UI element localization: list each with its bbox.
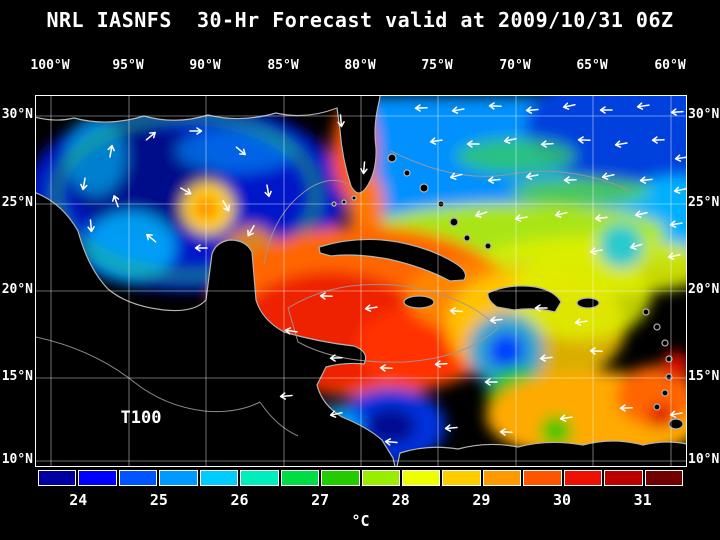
- antilles-island: [653, 403, 661, 411]
- lat-tick: 20°N: [688, 282, 720, 297]
- lat-tick: 25°N: [688, 195, 720, 210]
- land-mask: [36, 96, 686, 466]
- florida-keys: [341, 199, 347, 205]
- colorbar-tick: 28: [391, 491, 410, 509]
- colorbar-tick: 26: [230, 491, 249, 509]
- colorbar-tick: 27: [311, 491, 330, 509]
- antilles-island: [665, 355, 673, 363]
- field-label: T100: [121, 408, 162, 428]
- lat-tick: 30°N: [1, 107, 33, 122]
- colorbar-segment: [240, 470, 279, 486]
- antilles-island: [653, 323, 661, 331]
- coastline-contours: [36, 150, 632, 437]
- lat-tick: 15°N: [1, 369, 33, 384]
- bahamas-island: [403, 169, 411, 177]
- lon-tick: 95°W: [112, 58, 144, 73]
- colorbar-ticks: 24 25 26 27 28 29 30 31: [38, 491, 683, 509]
- bahamas-island: [419, 183, 429, 193]
- lat-tick: 10°N: [688, 452, 720, 467]
- colorbar-segment: [523, 470, 562, 486]
- south-america: [396, 440, 686, 466]
- map-frame: T100: [35, 95, 687, 467]
- colorbar-segment: [38, 470, 77, 486]
- colorbar-tick: 29: [472, 491, 491, 509]
- forecast-map: T100: [36, 96, 686, 466]
- antilles-island: [642, 308, 650, 316]
- lat-tick: 20°N: [1, 282, 33, 297]
- lon-tick: 80°W: [344, 58, 376, 73]
- florida-keys: [351, 195, 357, 201]
- cuba: [318, 238, 467, 282]
- puerto-rico: [576, 297, 600, 309]
- colorbar-tick: 25: [149, 491, 168, 509]
- colorbar-segment: [159, 470, 198, 486]
- lat-tick: 25°N: [1, 195, 33, 210]
- colorbar-segment: [78, 470, 117, 486]
- antilles-island: [661, 389, 669, 397]
- bahamas-island: [484, 242, 492, 250]
- graticule: [36, 96, 686, 466]
- colorbar-tick: 24: [69, 491, 88, 509]
- lon-tick: 85°W: [267, 58, 299, 73]
- colorbar-unit: °C: [351, 512, 370, 530]
- colorbar-segment: [280, 470, 320, 486]
- lat-tick: 10°N: [1, 452, 33, 467]
- colorbar-tick: 30: [553, 491, 572, 509]
- page-title: NRL IASNFS 30-Hr Forecast valid at 2009/…: [46, 8, 674, 32]
- antilles-island: [661, 339, 669, 347]
- colorbar-segment: [604, 470, 643, 486]
- colorbar-segment: [563, 470, 603, 486]
- bahamas-island: [463, 234, 471, 242]
- us-gulf-coast-florida: [36, 96, 381, 194]
- jamaica: [403, 295, 435, 309]
- lon-tick: 90°W: [189, 58, 221, 73]
- lat-tick: 30°N: [688, 107, 720, 122]
- colorbar-segment: [482, 470, 522, 486]
- bahamas-island: [387, 153, 397, 163]
- bahamas-island: [449, 217, 459, 227]
- lon-tick: 100°W: [30, 58, 70, 73]
- lon-tick: 70°W: [499, 58, 531, 73]
- colorbar-cells: [38, 470, 683, 486]
- lon-tick: 75°W: [421, 58, 453, 73]
- antilles-island: [665, 373, 673, 381]
- colorbar-segment: [321, 470, 360, 486]
- colorbar-segment: [401, 470, 441, 486]
- hispaniola: [487, 285, 562, 313]
- colorbar-segment: [361, 470, 400, 486]
- lat-tick: 15°N: [688, 369, 720, 384]
- trinidad: [668, 418, 684, 430]
- colorbar-segment: [199, 470, 239, 486]
- colorbar-segment: [644, 470, 683, 486]
- colorbar-tick: 31: [633, 491, 652, 509]
- current-vectors: [80, 102, 686, 446]
- colorbar-segment: [118, 470, 158, 486]
- lon-tick: 60°W: [654, 58, 686, 73]
- mexico-central-america: [36, 192, 396, 466]
- colorbar-segment: [442, 470, 481, 486]
- lon-tick: 65°W: [576, 58, 608, 73]
